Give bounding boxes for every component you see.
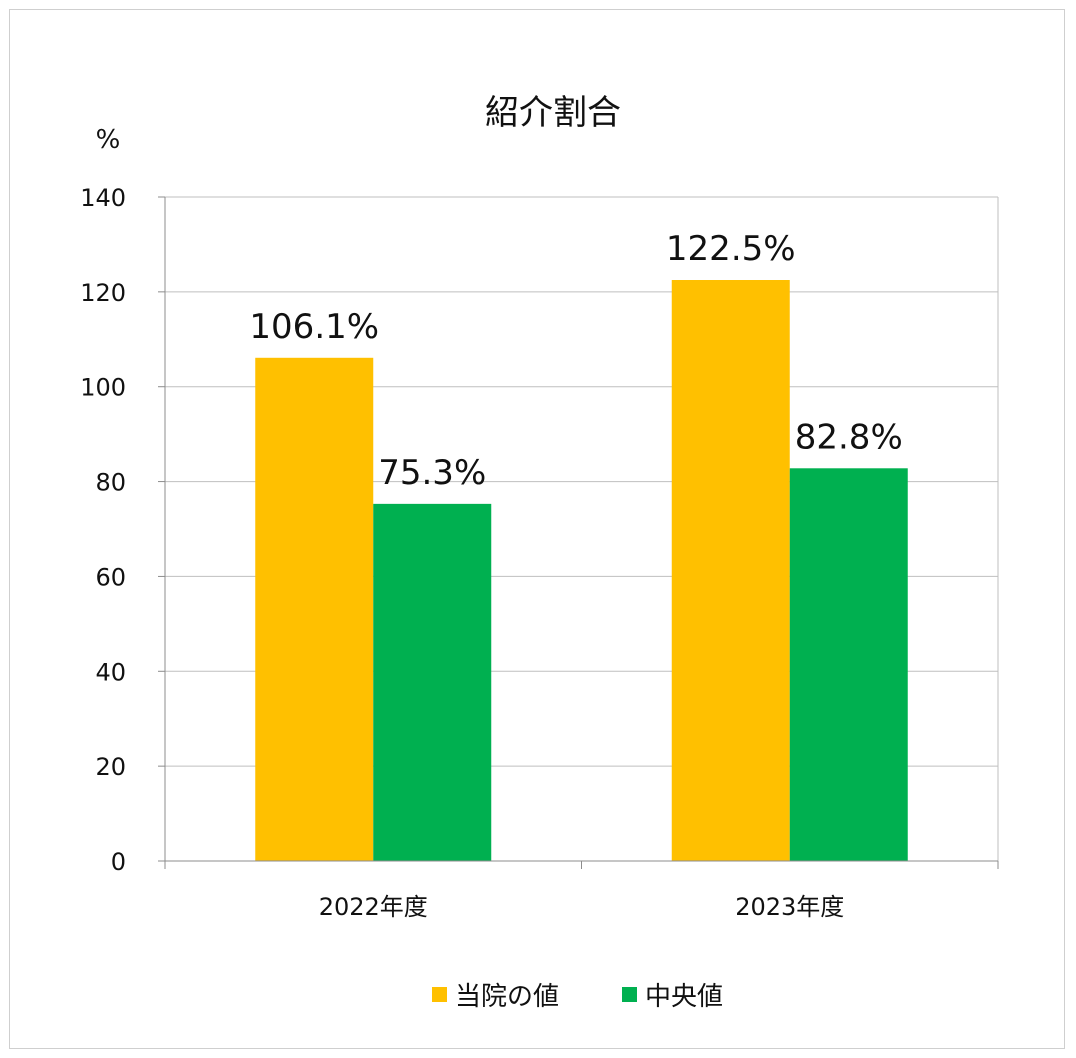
legend-label: 中央値 xyxy=(645,982,723,1012)
y-tick-label: 120 xyxy=(80,279,126,307)
data-label: 75.3% xyxy=(378,453,486,493)
legend-swatch xyxy=(622,987,637,1002)
bar xyxy=(373,503,492,861)
data-labels: 106.1% 75.3% 122.5% 82.8% xyxy=(249,229,902,493)
y-axis-ticks: 0 20 40 60 80 100 120 140 xyxy=(80,184,165,876)
bars xyxy=(255,280,908,861)
y-axis-unit: % xyxy=(96,125,121,155)
axes xyxy=(164,197,999,869)
legend-swatch xyxy=(432,987,447,1002)
data-label: 122.5% xyxy=(666,229,796,269)
y-tick-label: 0 xyxy=(111,848,126,876)
category-label: 2023年度 xyxy=(735,893,844,921)
data-label: 106.1% xyxy=(249,307,379,347)
y-tick-label: 40 xyxy=(95,658,126,686)
data-label: 82.8% xyxy=(795,417,903,457)
legend: 当院の値 中央値 xyxy=(432,982,723,1012)
y-tick-label: 140 xyxy=(80,184,126,212)
bar xyxy=(255,357,374,861)
y-tick-label: 20 xyxy=(95,753,126,781)
bar xyxy=(789,468,908,861)
y-tick-label: 100 xyxy=(80,374,126,402)
category-label: 2022年度 xyxy=(319,893,428,921)
y-tick-label: 60 xyxy=(95,563,126,591)
bar xyxy=(671,280,790,861)
chart-title: 紹介割合 xyxy=(485,93,621,133)
legend-label: 当院の値 xyxy=(455,982,559,1012)
y-tick-label: 80 xyxy=(95,469,126,497)
category-labels: 2022年度 2023年度 xyxy=(319,893,845,921)
